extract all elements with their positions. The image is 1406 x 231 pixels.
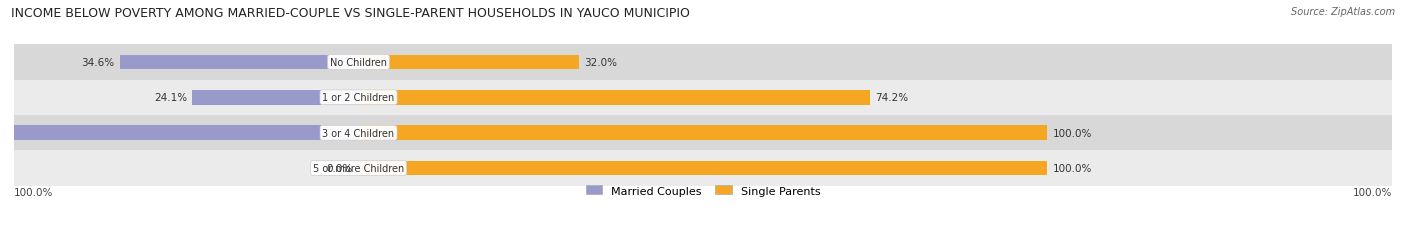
Legend: Married Couples, Single Parents: Married Couples, Single Parents <box>586 185 820 196</box>
Bar <box>0 126 359 140</box>
Text: 1 or 2 Children: 1 or 2 Children <box>322 93 395 103</box>
Bar <box>193 91 359 105</box>
Bar <box>359 126 1047 140</box>
Text: 24.1%: 24.1% <box>153 93 187 103</box>
Bar <box>120 55 359 70</box>
Bar <box>344 161 359 176</box>
Bar <box>359 55 579 70</box>
Text: 100.0%: 100.0% <box>14 188 53 198</box>
Text: Source: ZipAtlas.com: Source: ZipAtlas.com <box>1291 7 1395 17</box>
Bar <box>14 80 1392 116</box>
Bar <box>359 91 870 105</box>
Text: 100.0%: 100.0% <box>1353 188 1392 198</box>
Text: 100.0%: 100.0% <box>1053 128 1092 138</box>
Bar <box>14 151 1392 186</box>
Text: 32.0%: 32.0% <box>585 58 617 68</box>
Text: No Children: No Children <box>330 58 387 68</box>
Text: 0.0%: 0.0% <box>326 163 353 173</box>
Text: INCOME BELOW POVERTY AMONG MARRIED-COUPLE VS SINGLE-PARENT HOUSEHOLDS IN YAUCO M: INCOME BELOW POVERTY AMONG MARRIED-COUPL… <box>11 7 690 20</box>
Text: 34.6%: 34.6% <box>82 58 115 68</box>
Bar <box>14 116 1392 151</box>
Bar <box>359 161 1047 176</box>
Bar <box>14 45 1392 80</box>
Text: 3 or 4 Children: 3 or 4 Children <box>322 128 395 138</box>
Text: 5 or more Children: 5 or more Children <box>314 163 404 173</box>
Text: 74.2%: 74.2% <box>876 93 908 103</box>
Text: 100.0%: 100.0% <box>1053 163 1092 173</box>
